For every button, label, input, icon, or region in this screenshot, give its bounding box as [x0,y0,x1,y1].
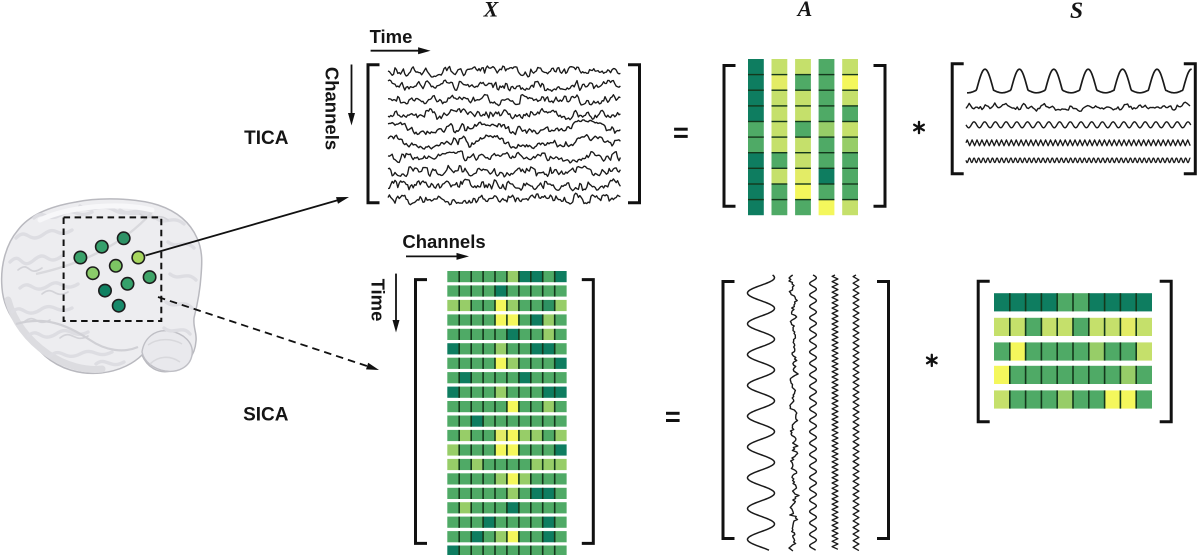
svg-text:Time: Time [368,279,389,322]
svg-text:S: S [1070,0,1083,24]
svg-text:X: X [483,0,500,22]
svg-text:Time: Time [370,26,413,47]
svg-text:TICA: TICA [244,128,289,149]
svg-text:SICA: SICA [243,405,289,426]
svg-text:Channels: Channels [322,67,343,150]
svg-text:Channels: Channels [402,231,485,252]
svg-text:A: A [796,0,813,21]
